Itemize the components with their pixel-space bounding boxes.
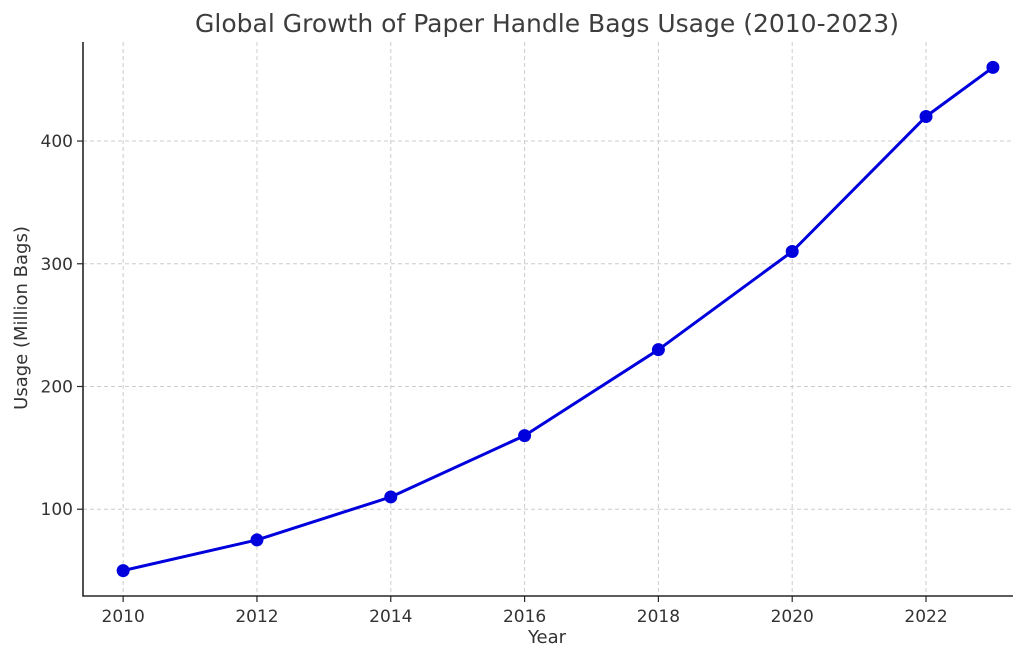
series bbox=[116, 60, 1000, 578]
y-tick-label: 200 bbox=[41, 378, 73, 398]
series-line bbox=[122, 66, 994, 573]
x-tick-label: 2020 bbox=[771, 607, 814, 627]
x-tick-label: 2018 bbox=[637, 607, 680, 627]
data-point-2022 bbox=[919, 109, 933, 123]
x-tick-label: 2022 bbox=[904, 607, 947, 627]
x-tick-label: 2012 bbox=[235, 607, 278, 627]
y-tick-label: 400 bbox=[41, 132, 73, 152]
x-tick-label: 2014 bbox=[369, 607, 412, 627]
y-axis-label: Usage (Million Bags) bbox=[11, 226, 32, 410]
data-point-2014 bbox=[384, 490, 398, 504]
data-point-2010 bbox=[116, 564, 130, 578]
data-point-2023 bbox=[986, 60, 1000, 74]
x-axis-label: Year bbox=[527, 627, 567, 648]
ticks: 2010 2012 2014 2016 2018 2020 2022 100 200 300 400 bbox=[41, 132, 948, 627]
chart-title: Global Growth of Paper Handle Bags Usage… bbox=[195, 9, 899, 38]
data-point-2012 bbox=[250, 533, 264, 547]
y-tick-label: 100 bbox=[41, 500, 73, 520]
y-tick-label: 300 bbox=[41, 255, 73, 275]
data-point-2020 bbox=[785, 244, 799, 258]
axis-spines bbox=[82, 42, 1013, 597]
grid bbox=[83, 42, 1013, 596]
x-tick-label: 2010 bbox=[102, 607, 145, 627]
x-tick-label: 2016 bbox=[503, 607, 546, 627]
data-point-2016 bbox=[518, 429, 532, 443]
data-point-2018 bbox=[651, 343, 665, 357]
axes bbox=[82, 42, 1013, 597]
